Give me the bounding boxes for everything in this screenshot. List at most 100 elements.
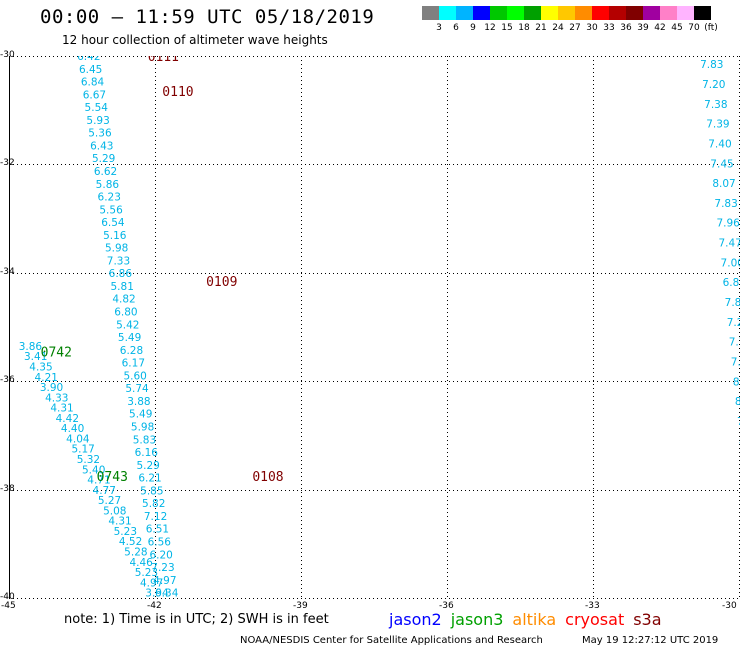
wave-height-value: 6.51 bbox=[146, 524, 169, 536]
color-scale-cell bbox=[507, 6, 524, 20]
wave-height-value: 4.52 bbox=[119, 536, 142, 548]
wave-height-value: 5.08 bbox=[103, 505, 126, 517]
wave-height-value: 5.28 bbox=[124, 546, 147, 558]
wave-height-value: 7.39 bbox=[706, 119, 729, 131]
legend-entry-jason2: jason2 bbox=[389, 610, 442, 629]
wave-height-value: 7.88 bbox=[737, 416, 740, 428]
color-scale-cell bbox=[456, 6, 473, 20]
latitude-tick-label: -32 bbox=[0, 158, 15, 169]
longitude-tick-label: -39 bbox=[293, 601, 308, 611]
wave-height-value: 6.62 bbox=[94, 166, 117, 178]
credit-line: NOAA/NESDIS Center for Satellite Applica… bbox=[240, 635, 543, 646]
wave-height-value: 3.41 bbox=[24, 351, 47, 363]
pass-time-label: 0111 bbox=[148, 56, 179, 65]
wave-height-value: 5.16 bbox=[103, 230, 127, 242]
wave-height-value: 7.47 bbox=[719, 238, 740, 250]
color-scale-cell bbox=[626, 6, 643, 20]
wave-height-value: 7.23 bbox=[151, 562, 174, 574]
wave-height-value: 5.40 bbox=[82, 464, 105, 476]
wave-height-value: 4.97 bbox=[153, 575, 176, 587]
color-scale-cell bbox=[473, 6, 490, 20]
wave-height-value: 5.56 bbox=[99, 204, 123, 216]
chart-title: 00:00 – 11:59 UTC 05/18/2019 bbox=[40, 6, 375, 28]
color-scale-label: 30 bbox=[586, 23, 598, 33]
wave-height-value: 7.45 bbox=[710, 158, 733, 170]
wave-height-value: 4.33 bbox=[45, 392, 68, 404]
longitude-tick-label: -36 bbox=[439, 601, 454, 611]
color-scale-cell bbox=[490, 6, 507, 20]
latitude-tick-label: -36 bbox=[0, 375, 15, 386]
wave-height-value: 3.90 bbox=[40, 382, 63, 394]
wave-height-value: 7.86 bbox=[725, 297, 740, 309]
color-scale-cell bbox=[677, 6, 694, 20]
wave-height-value: 6.17 bbox=[122, 358, 145, 370]
longitude-tick-label: -42 bbox=[147, 601, 162, 611]
legend-entry-altika: altika bbox=[512, 610, 557, 629]
wave-height-value: 4.77 bbox=[93, 485, 116, 497]
wave-height-value: 4.42 bbox=[56, 413, 79, 425]
color-scale-label: 42 bbox=[654, 23, 666, 33]
wave-height-value: 6.20 bbox=[149, 549, 172, 561]
wave-height-value: 5.29 bbox=[136, 460, 159, 472]
color-scale-labels: 3 6 9 12 15 18 21 24 27 30 33 36 39 42 45 70 (ft) bbox=[422, 23, 740, 35]
color-scale-label: 15 bbox=[501, 23, 513, 33]
map-canvas: 6.426.456.846.675.545.935.366.435.296.62… bbox=[9, 56, 740, 599]
wave-height-value: 7.23 bbox=[727, 317, 740, 329]
wave-height-value: 6.28 bbox=[120, 345, 143, 357]
wave-height-value: 7.83 bbox=[700, 59, 723, 71]
wave-height-value: 5.23 bbox=[135, 567, 158, 579]
wave-height-value: 6.80 bbox=[114, 307, 137, 319]
wave-height-value: 5.86 bbox=[96, 179, 120, 191]
wave-height-value: 6.16 bbox=[135, 447, 159, 459]
wave-height-value: 5.29 bbox=[92, 153, 115, 165]
color-scale-label: 33 bbox=[603, 23, 615, 33]
color-scale-label: 70 bbox=[688, 23, 700, 33]
color-scale-cell bbox=[660, 6, 677, 20]
wave-height-value: 4.82 bbox=[112, 294, 135, 306]
wave-height-value: 6.84 bbox=[81, 77, 105, 89]
wave-height-value: 5.54 bbox=[85, 102, 109, 114]
color-scale-label: (ft) bbox=[704, 23, 718, 33]
longitude-tick-label: -45 bbox=[1, 601, 16, 611]
color-scale-label: 45 bbox=[671, 23, 683, 33]
wave-height-value: 6.23 bbox=[98, 192, 121, 204]
wave-height-value: 6.86 bbox=[109, 268, 133, 280]
wave-height-value: 7.38 bbox=[704, 99, 727, 111]
wave-height-value: 6.34 bbox=[155, 588, 179, 599]
color-scale-label: 6 bbox=[453, 23, 459, 33]
latitude-tick-label: -38 bbox=[0, 483, 15, 494]
wave-height-value: 7.33 bbox=[107, 255, 130, 267]
legend-entry-cryosat: cryosat bbox=[565, 610, 625, 629]
color-scale-cell bbox=[541, 6, 558, 20]
wave-height-value: 6.43 bbox=[90, 140, 113, 152]
color-scale-label: 21 bbox=[535, 23, 547, 33]
wave-height-value: 5.81 bbox=[111, 281, 134, 293]
color-scale-cell bbox=[439, 6, 456, 20]
wave-height-value: 5.27 bbox=[98, 495, 121, 507]
wave-height-value: 4.46 bbox=[129, 557, 153, 569]
wave-height-value: 4.21 bbox=[35, 372, 58, 384]
wave-height-value: 6.67 bbox=[83, 89, 106, 101]
wave-height-value: 5.93 bbox=[86, 115, 109, 127]
wave-height-value: 4.97 bbox=[140, 577, 163, 589]
wave-height-value: 6.21 bbox=[138, 473, 161, 485]
color-scale-cell bbox=[558, 6, 575, 20]
wave-height-value: 7.83 bbox=[714, 198, 737, 210]
pass-time-label: 0109 bbox=[206, 275, 237, 290]
color-scale-cell bbox=[592, 6, 609, 20]
wave-height-value: 4.04 bbox=[66, 433, 90, 445]
wave-height-value: 8.07 bbox=[712, 178, 735, 190]
wave-height-value: 5.82 bbox=[142, 498, 165, 510]
color-scale-cell bbox=[524, 6, 541, 20]
wave-height-value: 7.20 bbox=[702, 79, 725, 91]
wave-height-value: 4.40 bbox=[61, 423, 84, 435]
wave-height-value: 7.96 bbox=[716, 218, 740, 230]
wave-height-value: 4.31 bbox=[50, 403, 73, 415]
wave-height-value: 8.40 bbox=[735, 396, 740, 408]
wave-height-value: 7.72 bbox=[729, 337, 740, 349]
wave-height-value: 4.31 bbox=[108, 516, 131, 528]
wave-height-value: 5.23 bbox=[114, 526, 137, 538]
color-scale-bar bbox=[422, 6, 728, 20]
pass-time-label: 0110 bbox=[162, 85, 193, 100]
color-scale-cell bbox=[609, 6, 626, 20]
